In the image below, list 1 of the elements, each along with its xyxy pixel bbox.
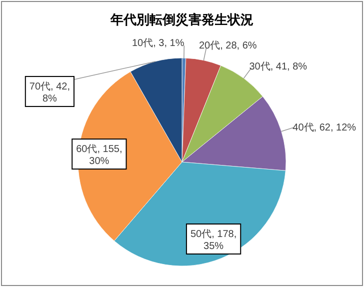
title: 年代別転倒災害発生状況	[110, 12, 254, 27]
